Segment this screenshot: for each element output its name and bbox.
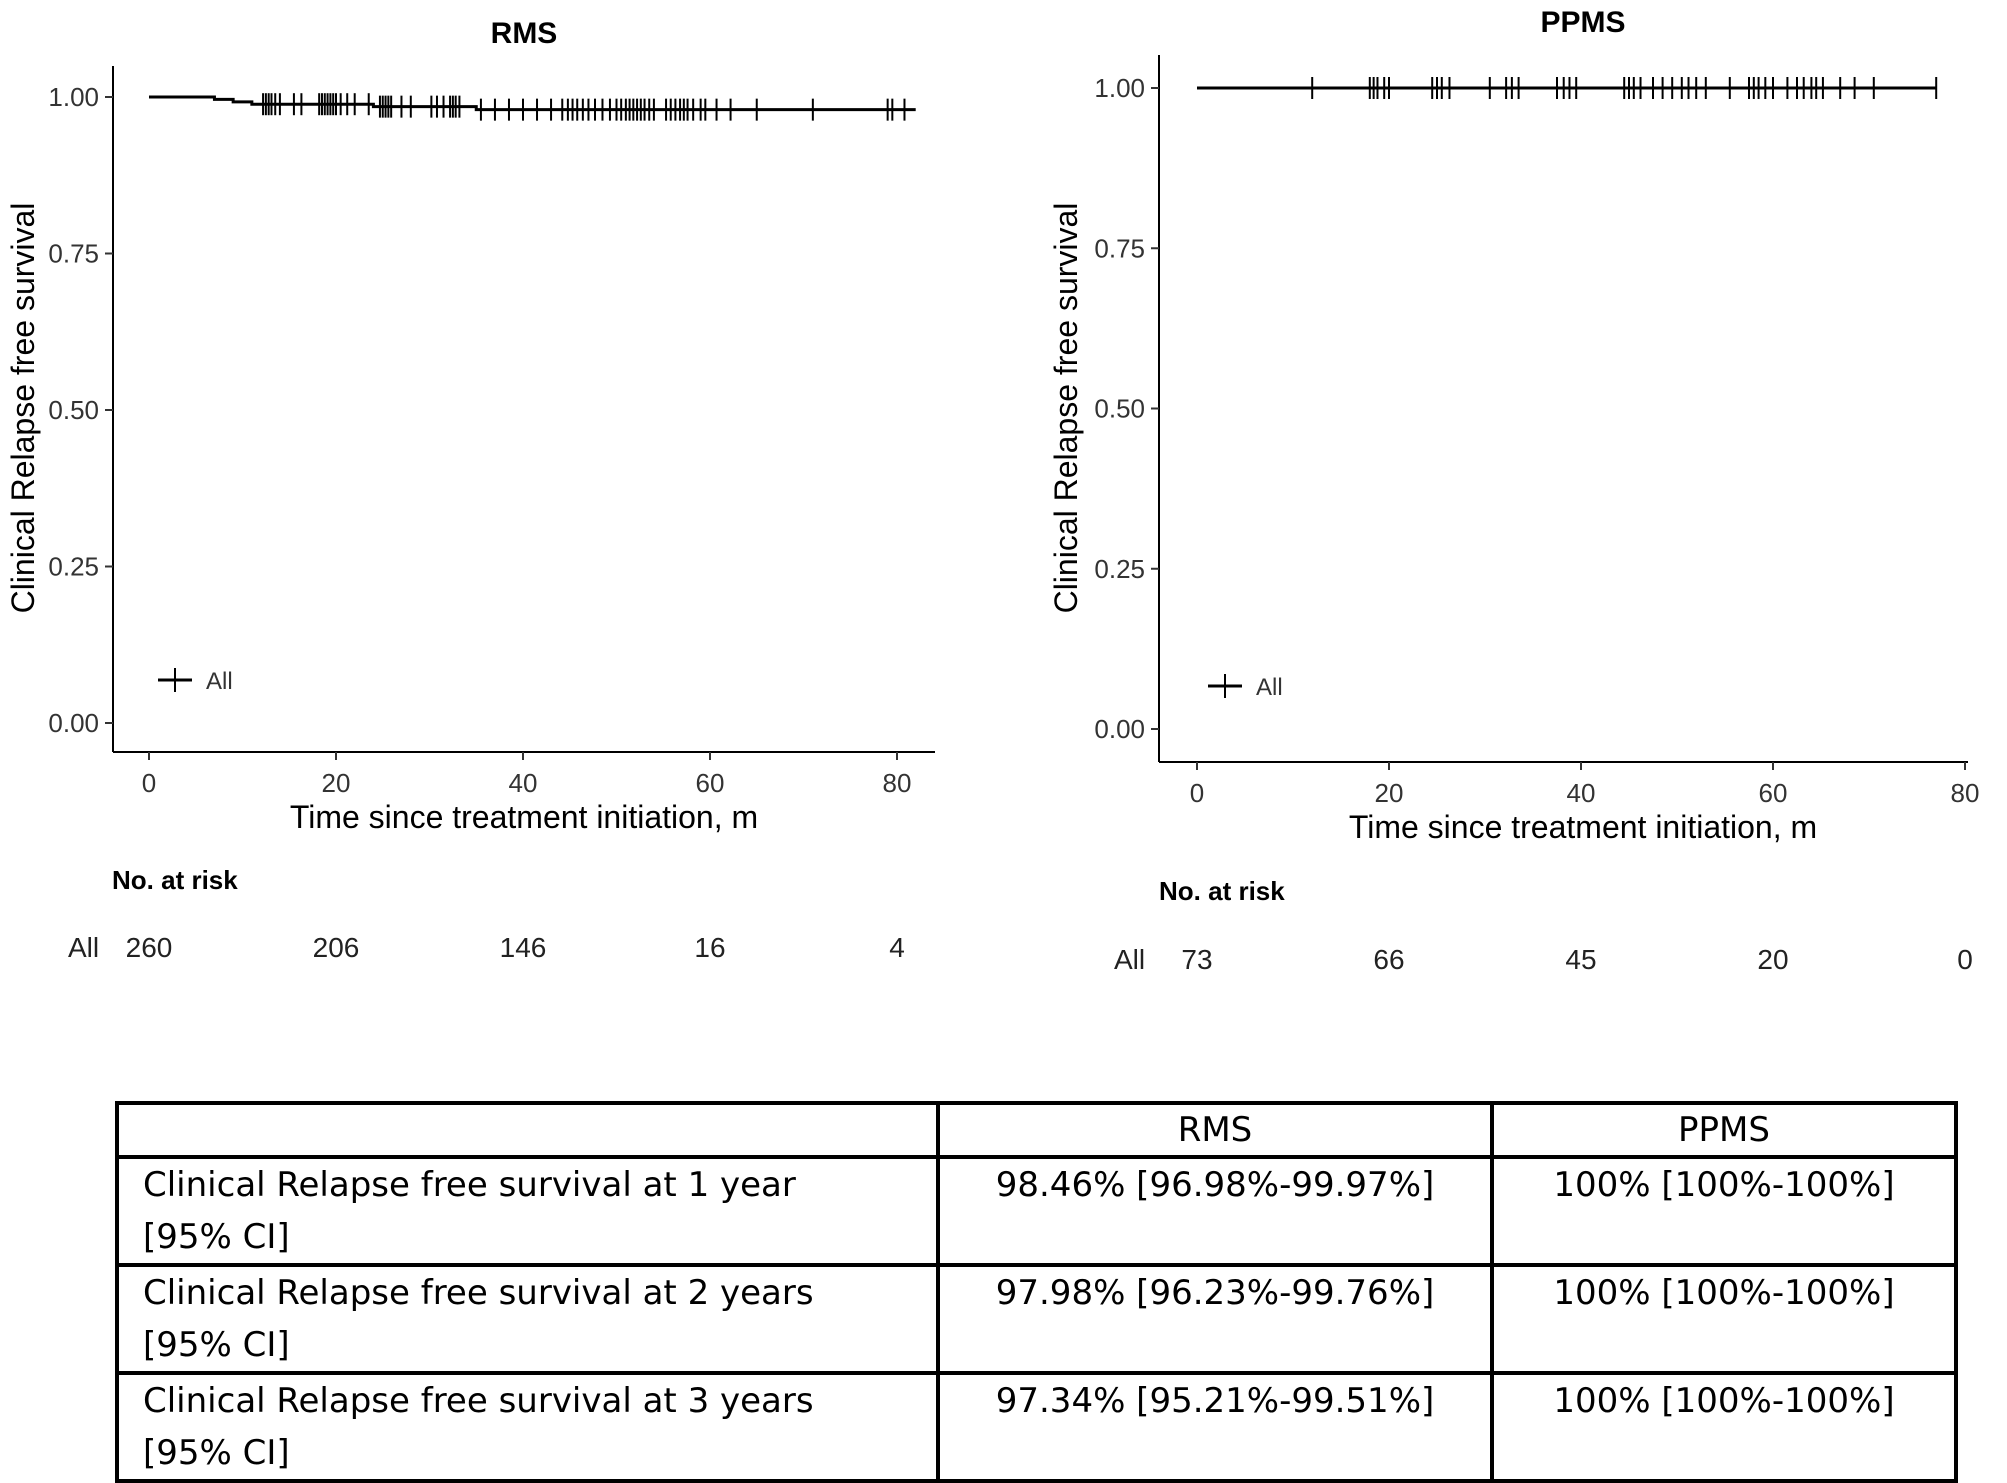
rms-x-tick-label: 80 xyxy=(883,768,912,798)
table-row: Clinical Relapse free survival at 2 year… xyxy=(115,1263,1958,1375)
rms-y-tick-label: 0.25 xyxy=(48,552,99,582)
row-label-line: Clinical Relapse free survival at 3 year… xyxy=(143,1381,814,1421)
ppms-legend-label: All xyxy=(1256,674,1283,701)
rms-x-tick-label: 0 xyxy=(142,768,156,798)
rms-risk-value: 16 xyxy=(694,932,725,963)
rms-survival-curve xyxy=(149,95,916,112)
ppms-x-tick-label: 20 xyxy=(1375,778,1404,808)
rms-y-tick-label: 0.75 xyxy=(48,239,99,269)
ppms-risk-value: 20 xyxy=(1757,944,1788,975)
rms-risk-value: 206 xyxy=(313,932,360,963)
ppms-x-axis-label: Time since treatment initiation, m xyxy=(1349,809,1817,845)
table-header-row: RMS PPMS xyxy=(115,1101,1958,1159)
ppms-value: 100% [100%-100%] xyxy=(1490,1155,1958,1267)
rms-x-tick-label: 20 xyxy=(322,768,351,798)
rms-value: 98.46% [96.98%-99.97%] xyxy=(936,1155,1494,1267)
rms-risk-value: 260 xyxy=(126,932,173,963)
ppms-x-tick-label: 0 xyxy=(1190,778,1204,808)
table-row: Clinical Relapse free survival at 1 year… xyxy=(115,1155,1958,1267)
table-row: Clinical Relapse free survival at 3 year… xyxy=(115,1371,1958,1483)
ppms-x-tick-label: 60 xyxy=(1759,778,1788,808)
table-header-ppms: PPMS xyxy=(1490,1101,1958,1159)
rms-censor-marks xyxy=(262,93,906,121)
rms-legend: All xyxy=(158,668,233,695)
rms-y-tick-label: 1.00 xyxy=(48,82,99,112)
ppms-y-tick-label: 0.00 xyxy=(1094,714,1145,744)
ppms-risk-value: 73 xyxy=(1181,944,1212,975)
row-label-ci: [95% CI] xyxy=(143,1433,290,1473)
rms-risk-table-title: No. at risk xyxy=(112,865,238,895)
ppms-censor-marks xyxy=(1311,77,1938,99)
rms-x-axis-label: Time since treatment initiation, m xyxy=(290,799,758,835)
survival-charts: RMS Clinical Relapse free survival Time … xyxy=(5,6,1979,975)
row-label-ci: [95% CI] xyxy=(143,1325,290,1365)
ppms-y-tick-label: 0.75 xyxy=(1094,233,1145,263)
survival-summary-table: RMS PPMS Clinical Relapse free survival … xyxy=(115,1101,1958,1483)
rms-x-tick-label: 60 xyxy=(696,768,725,798)
ppms-y-tick-label: 0.25 xyxy=(1094,554,1145,584)
ppms-y-tick-label: 0.50 xyxy=(1094,394,1145,424)
rms-risk-value: 4 xyxy=(889,932,905,963)
ppms-y-tick-label: 1.00 xyxy=(1094,73,1145,103)
row-label-line: Clinical Relapse free survival at 2 year… xyxy=(143,1273,814,1313)
rms-value: 97.34% [95.21%-99.51%] xyxy=(936,1371,1494,1483)
ppms-risk-value: 66 xyxy=(1373,944,1404,975)
row-label-ci: [95% CI] xyxy=(143,1217,290,1257)
ppms-risk-value: 45 xyxy=(1565,944,1596,975)
ppms-chart-title: PPMS xyxy=(1540,6,1625,39)
row-label: Clinical Relapse free survival at 2 year… xyxy=(115,1263,940,1375)
rms-panel: RMS Clinical Relapse free survival Time … xyxy=(5,17,935,963)
ppms-x-tick-label: 40 xyxy=(1567,778,1596,808)
rms-risk-value: 146 xyxy=(500,932,547,963)
ppms-x-tick-label: 80 xyxy=(1951,778,1980,808)
row-label: Clinical Relapse free survival at 3 year… xyxy=(115,1371,940,1483)
ppms-value: 100% [100%-100%] xyxy=(1490,1263,1958,1375)
row-label: Clinical Relapse free survival at 1 year… xyxy=(115,1155,940,1267)
table-header-cell xyxy=(115,1101,940,1159)
rms-chart-title: RMS xyxy=(491,17,558,50)
ppms-panel: PPMS Clinical Relapse free survival Time… xyxy=(1048,6,1979,975)
rms-value: 97.98% [96.23%-99.76%] xyxy=(936,1263,1494,1375)
row-label-line: Clinical Relapse free survival at 1 year xyxy=(143,1165,796,1205)
ppms-risk-table-title: No. at risk xyxy=(1159,876,1285,906)
ppms-legend: All xyxy=(1208,674,1283,701)
rms-risk-row-label: All xyxy=(68,932,99,963)
rms-legend-label: All xyxy=(206,668,233,695)
ppms-risk-value: 0 xyxy=(1957,944,1973,975)
rms-y-tick-label: 0.50 xyxy=(48,395,99,425)
rms-y-tick-label: 0.00 xyxy=(48,708,99,738)
rms-x-tick-label: 40 xyxy=(509,768,538,798)
rms-y-axis-label: Clinical Relapse free survival xyxy=(5,203,41,614)
ppms-risk-row-label: All xyxy=(1114,944,1145,975)
table-header-rms: RMS xyxy=(936,1101,1494,1159)
ppms-y-axis-label: Clinical Relapse free survival xyxy=(1048,203,1084,614)
ppms-value: 100% [100%-100%] xyxy=(1490,1371,1958,1483)
